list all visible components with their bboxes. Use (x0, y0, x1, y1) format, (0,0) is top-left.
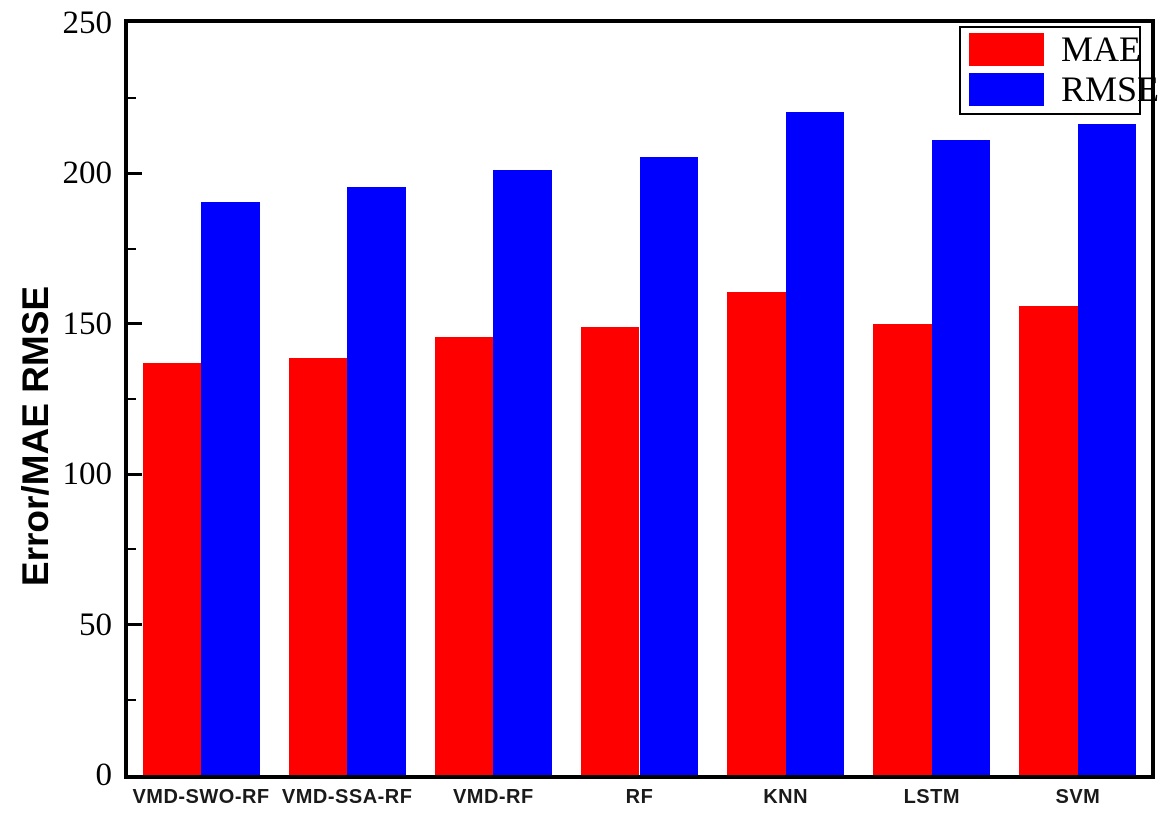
y-minor-tick-75 (128, 548, 136, 551)
y-major-tick-200 (128, 171, 142, 175)
bar-rmse-svm (1077, 123, 1137, 775)
x-tick-label-vmd-rf: VMD-RF (452, 786, 534, 808)
x-tick-label-knn: KNN (763, 786, 809, 808)
y-tick-label-150: 150 (62, 305, 113, 342)
bars-container (128, 23, 1151, 775)
legend-item-rmse: RMSE (969, 69, 1159, 109)
bar-mae-knn (727, 292, 786, 775)
legend-label-mae: MAE (1061, 29, 1141, 69)
x-tick-label-lstm: LSTM (903, 786, 960, 808)
y-minor-tick-225 (128, 97, 136, 100)
legend-item-mae: MAE (969, 29, 1141, 69)
y-tick-label-250: 250 (62, 5, 113, 41)
y-major-tick-100 (128, 472, 142, 476)
y-major-tick-150 (128, 322, 142, 326)
bar-rmse-vmd-ssa-rf (347, 186, 406, 775)
bar-rmse-lstm (931, 140, 991, 775)
bar-rmse-rf (639, 156, 698, 775)
bar-mae-vmd-ssa-rf (288, 358, 348, 775)
bar-mae-vmd-swo-rf (142, 362, 202, 775)
y-tick-label-200: 200 (62, 155, 113, 192)
y-minor-tick-175 (128, 247, 136, 250)
plot-area (124, 19, 1155, 779)
x-tick-label-rf: RF (625, 786, 654, 808)
bar-mae-rf (581, 326, 640, 775)
bar-mae-svm (1019, 305, 1078, 775)
rmse-swatch (969, 73, 1044, 106)
legend: MAE RMSE (959, 26, 1159, 115)
x-tick-label-svm: SVM (1055, 786, 1101, 808)
y-tick-label-100: 100 (62, 456, 113, 493)
bar-mae-vmd-rf (434, 337, 494, 775)
bar-rmse-knn (785, 111, 845, 775)
y-minor-tick-125 (128, 398, 136, 400)
legend-label-rmse: RMSE (1061, 69, 1160, 109)
bar-mae-lstm (873, 323, 932, 775)
x-tick-label-vmd-swo-rf: VMD-SWO-RF (132, 786, 270, 808)
bar-rmse-vmd-rf (493, 170, 552, 775)
x-tick-label-vmd-ssa-rf: VMD-SSA-RF (281, 786, 413, 808)
y-major-tick-50 (128, 623, 142, 627)
y-minor-tick-25 (128, 698, 136, 701)
y-tick-label-0: 0 (95, 757, 113, 793)
bar-rmse-vmd-swo-rf (201, 201, 260, 775)
mae-swatch (969, 33, 1044, 66)
y-tick-label-50: 50 (79, 606, 112, 643)
